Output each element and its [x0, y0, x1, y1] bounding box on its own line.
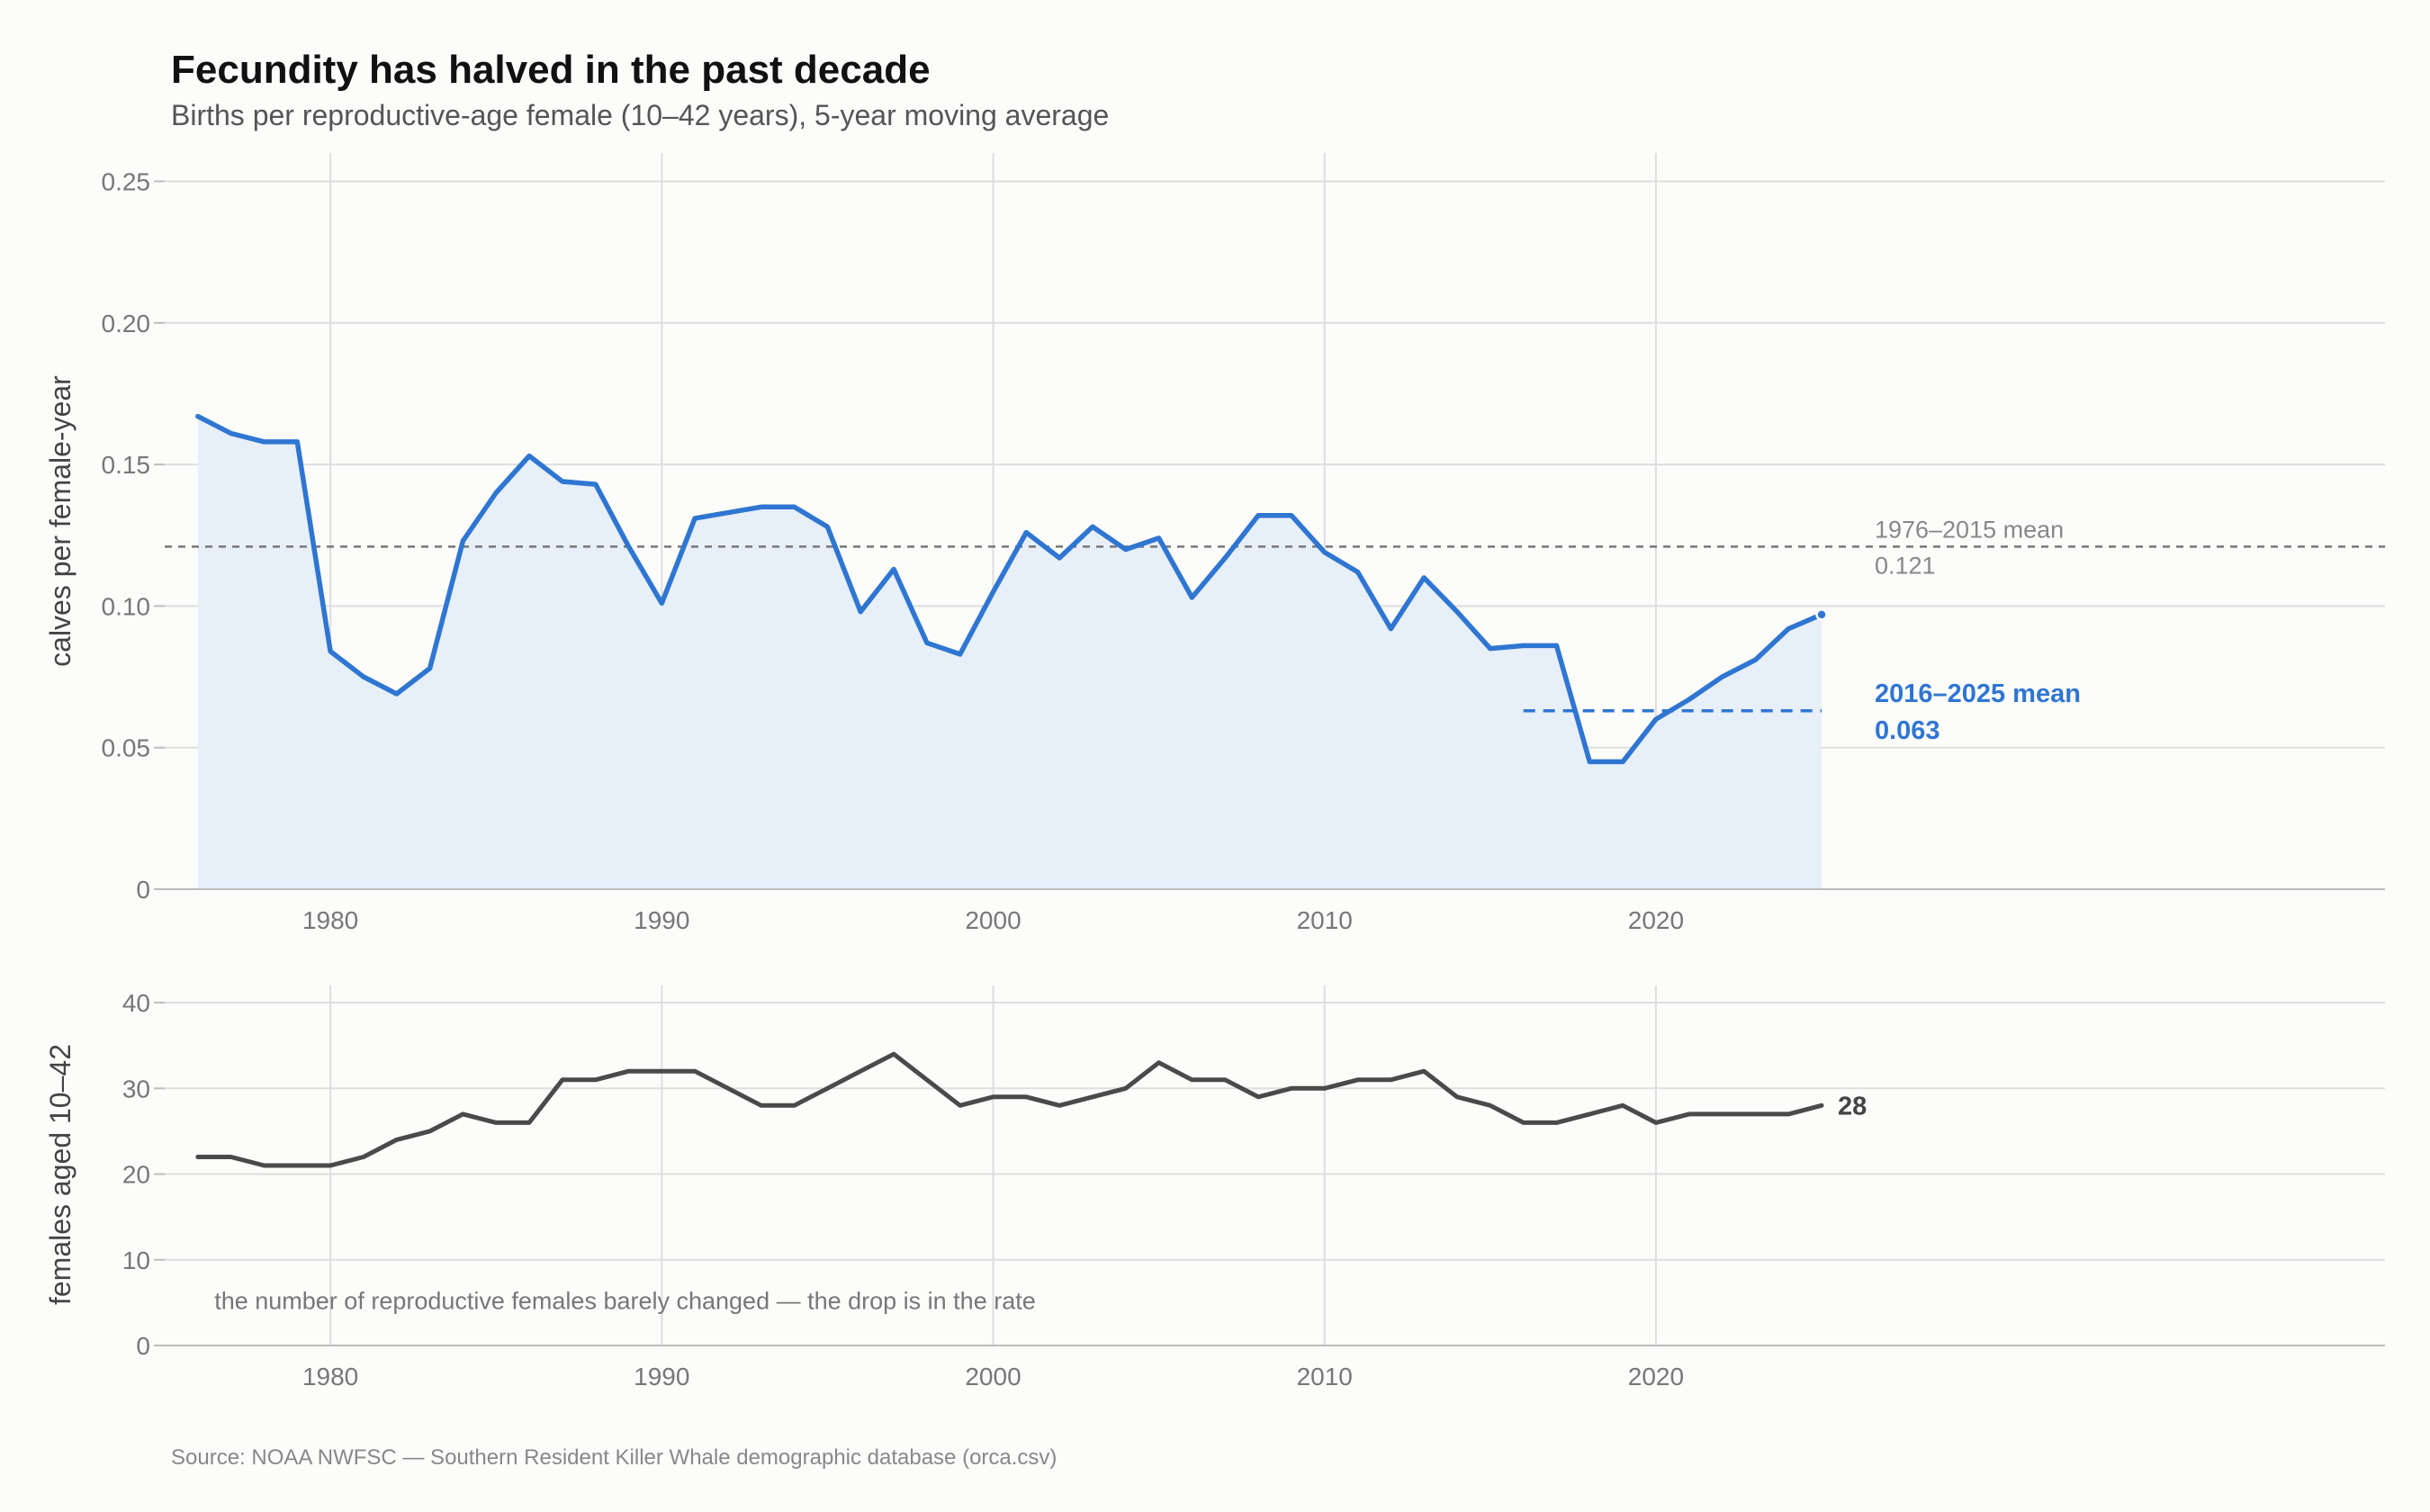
bot-x-tick-label: 2000	[965, 1363, 1021, 1390]
top-x-tick-label: 2010	[1297, 906, 1353, 934]
females-y-axis-label: females aged 10–42	[44, 1044, 76, 1305]
chart-title: Fecundity has halved in the past decade	[171, 48, 931, 92]
recent-mean-label: 2016–2025 mean	[1875, 680, 2081, 708]
top-x-tick-label: 2000	[965, 906, 1021, 934]
bot-y-tick-label: 0	[136, 1332, 150, 1360]
top-y-tick-label: 0.25	[102, 167, 151, 195]
bot-x-tick-label: 1990	[634, 1363, 689, 1390]
females-panel: 0 10 20 30 40 1980 1990 2000 2010 2020 females a…	[44, 986, 2385, 1390]
fecundity-points	[197, 416, 1828, 762]
bot-y-tick-label: 10	[122, 1246, 150, 1274]
chart-subtitle: Births per reproductive-age female (10–4…	[171, 99, 1109, 131]
females-series-line	[195, 1051, 1824, 1168]
top-y-tick-label: 0.20	[102, 310, 151, 338]
females-points	[197, 1054, 1822, 1166]
females-y-ticks: 0 10 20 30 40	[122, 989, 165, 1360]
females-x-ticks: 1980 1990 2000 2010 2020	[302, 1363, 1684, 1390]
top-x-tick-label: 2020	[1628, 906, 1684, 934]
fecundity-x-ticks: 1980 1990 2000 2010 2020	[302, 906, 1684, 934]
bot-x-tick-label: 1980	[302, 1363, 358, 1390]
top-data-point	[1815, 608, 1828, 621]
females-end-label: 28	[1838, 1092, 1867, 1120]
females-grid	[165, 986, 2385, 1346]
females-annotation: the number of reproductive females barel…	[214, 1287, 1036, 1314]
bot-y-tick-label: 20	[122, 1161, 150, 1189]
bot-y-tick-label: 40	[122, 989, 150, 1017]
top-y-tick-label: 0	[136, 876, 150, 904]
top-x-tick-label: 1990	[634, 906, 689, 934]
bot-x-tick-label: 2020	[1628, 1363, 1684, 1390]
recent-mean-value: 0.063	[1875, 716, 1940, 745]
top-y-tick-label: 0.10	[102, 592, 151, 620]
bot-x-tick-label: 2010	[1297, 1363, 1353, 1390]
fecundity-y-ticks: 0 0.05 0.10 0.15 0.20 0.25	[102, 167, 165, 904]
fecundity-area	[197, 416, 1822, 890]
source-note: Source: NOAA NWFSC — Southern Resident K…	[171, 1445, 1057, 1470]
reference-mean-value: 0.121	[1875, 552, 1936, 579]
fecundity-series-line	[195, 413, 1824, 765]
fecundity-panel: 0 0.05 0.10 0.15 0.20 0.25 1980 1990 2000 2010 20…	[44, 153, 2385, 934]
top-y-tick-label: 0.05	[102, 734, 151, 762]
reference-mean-label: 1976–2015 mean	[1875, 516, 2064, 543]
top-y-tick-label: 0.15	[102, 451, 151, 479]
bot-y-tick-label: 30	[122, 1075, 150, 1102]
top-x-tick-label: 1980	[302, 906, 358, 934]
fecundity-y-axis-label: calves per female-year	[44, 375, 76, 667]
